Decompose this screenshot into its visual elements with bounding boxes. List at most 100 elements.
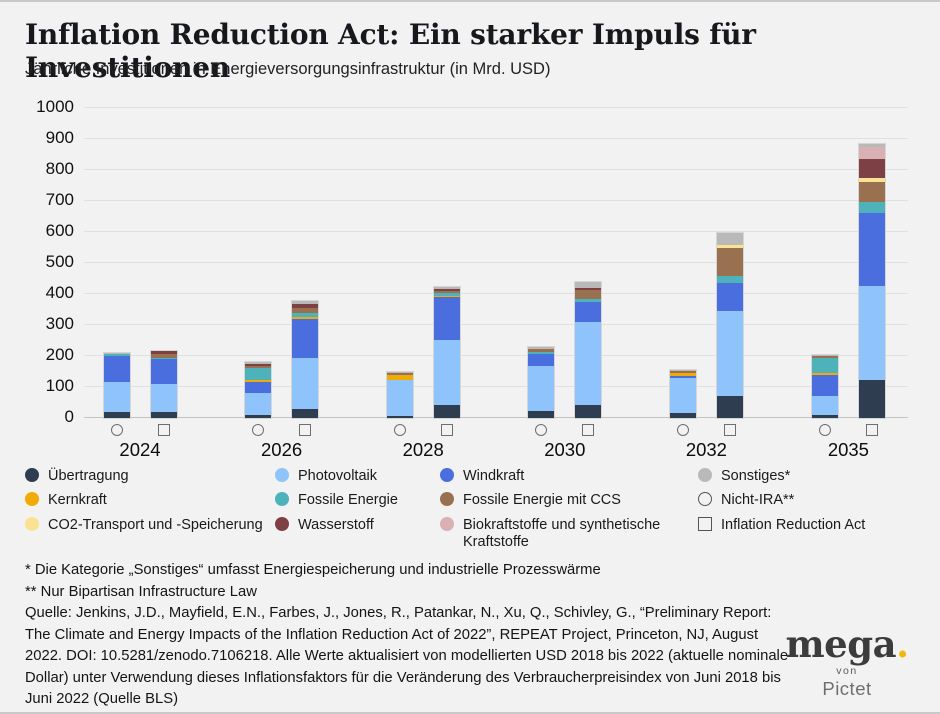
bar-2030-nicht_ira [527, 346, 556, 419]
legend-color-dot [25, 492, 39, 507]
legend-label: Wasserstoff [298, 516, 374, 533]
legend-label: Sonstiges* [721, 468, 791, 484]
y-axis-tick-900: 900 [45, 128, 74, 147]
square-marker-2030 [582, 424, 595, 436]
bar-segment-windkraft [103, 355, 130, 383]
legend-item: Sonstiges* [698, 468, 913, 485]
gridline-900 [84, 137, 908, 139]
legend-label: Fossile Energie [298, 492, 398, 509]
legend-label: Nicht-IRA** [721, 492, 795, 509]
bar-segment-uebertragung [103, 411, 130, 418]
legend-label: Inflation Reduction Act [721, 516, 866, 533]
gridline-800 [84, 168, 908, 170]
y-axis-tick-400: 400 [45, 283, 74, 302]
bar-segment-co2_transport [858, 178, 885, 183]
bar-segment-photovoltaik [433, 339, 460, 405]
legend-label: Windkraft [463, 468, 525, 484]
bar-segment-fossile [245, 368, 272, 381]
legend-item: Wasserstoff [275, 516, 440, 534]
bar-2032-nicht_ira [668, 368, 697, 419]
bar-segment-fossile_ccs [245, 365, 272, 369]
bar-segment-photovoltaik [245, 393, 272, 415]
square-marker-2028 [440, 424, 453, 436]
x-axis-label-2035: 2035 [827, 439, 869, 460]
bar-segment-photovoltaik [858, 286, 885, 380]
bar-segment-sonstiges [103, 352, 130, 354]
bar-segment-fossile [575, 298, 602, 302]
bar-segment-uebertragung [245, 414, 272, 418]
bar-segment-uebertragung [433, 404, 460, 418]
bar-segment-windkraft [433, 296, 460, 340]
legend-item: Übertragung [25, 468, 270, 485]
bar-segment-uebertragung [716, 396, 743, 418]
legend-item: Fossile Energie mit CCS [440, 492, 665, 509]
legend-label: Fossile Energie mit CCS [463, 492, 621, 509]
x-axis-label-2028: 2028 [402, 439, 444, 460]
bar-2035-nicht_ira [810, 353, 839, 419]
mega-pictet-logo: mega. von Pictet [780, 626, 914, 700]
circle-marker-2030 [535, 424, 548, 436]
bar-segment-sonstiges [811, 354, 838, 356]
legend-item: Kernkraft [25, 492, 270, 509]
ira-square-icon [698, 516, 712, 531]
y-axis-tick-300: 300 [45, 314, 74, 333]
legend-color-dot [275, 468, 289, 482]
bar-segment-windkraft [858, 213, 885, 287]
gridline-1000 [84, 106, 908, 108]
bar-segment-sonstiges [433, 287, 460, 290]
y-axis-tick-600: 600 [45, 221, 74, 240]
gridline-400 [84, 292, 908, 294]
bar-segment-photovoltaik [669, 378, 696, 413]
legend-label: Biokraftstoffe und synthetische Kraftsto… [463, 516, 661, 551]
bar-segment-windkraft [245, 382, 272, 394]
square-marker-2032 [723, 424, 736, 436]
bar-segment-kernkraft [386, 375, 413, 380]
square-marker-2035 [865, 424, 878, 436]
bar-segment-wasserstoff [433, 289, 460, 292]
x-axis-label-2030: 2030 [544, 439, 586, 460]
circle-marker-2028 [393, 424, 406, 436]
legend-label: CO2-Transport und -Speicherung [48, 516, 263, 533]
legend-item: Inflation Reduction Act [698, 516, 913, 534]
bar-segment-uebertragung [858, 379, 885, 418]
bar-2026-ira [291, 299, 320, 419]
bar-segment-fossile_ccs [716, 248, 743, 277]
bar-segment-fossile [292, 312, 319, 317]
bar-segment-photovoltaik [575, 321, 602, 405]
bar-segment-wasserstoff [245, 364, 272, 366]
y-axis-tick-100: 100 [45, 376, 74, 395]
bar-2035-ira [857, 142, 886, 419]
bar-segment-uebertragung [669, 413, 696, 418]
bar-segment-photovoltaik [386, 379, 413, 417]
legend-color-dot [25, 468, 39, 482]
bar-segment-uebertragung [150, 412, 177, 418]
legend-color-dot [440, 492, 454, 507]
footnote-nicht-ira: ** Nur Bipartisan Infrastructure Law [25, 583, 257, 600]
bar-segment-fossile_ccs [292, 307, 319, 313]
bar-segment-fossile_ccs [150, 353, 177, 358]
bar-segment-windkraft [716, 282, 743, 312]
legend-column-2: Photovoltaik Fossile Energie Wasserstoff [275, 468, 440, 534]
bar-2024-ira [149, 350, 178, 419]
bar-segment-kernkraft [433, 295, 460, 297]
gridline-600 [84, 230, 908, 232]
bar-segment-windkraft [669, 375, 696, 379]
legend-color-dot [440, 468, 454, 482]
logo-von-label: von [836, 665, 858, 677]
bar-2028-nicht_ira [385, 370, 414, 419]
bar-segment-wasserstoff [292, 303, 319, 308]
legend-color-dot [275, 516, 289, 531]
gridline-500 [84, 261, 908, 263]
bar-segment-windkraft [575, 301, 602, 322]
bar-segment-uebertragung [811, 414, 838, 418]
bar-segment-wasserstoff [150, 351, 177, 354]
bar-segment-photovoltaik [292, 358, 319, 409]
bar-segment-biokraft [858, 147, 885, 159]
bar-segment-sonstiges [386, 371, 413, 373]
bar-segment-photovoltaik [103, 382, 130, 412]
source-note: Quelle: Jenkins, J.D., Mayfield, E.N., F… [25, 605, 789, 707]
bar-segment-windkraft [150, 358, 177, 384]
bar-segment-fossile_ccs [811, 355, 838, 359]
legend-color-dot [440, 516, 454, 531]
